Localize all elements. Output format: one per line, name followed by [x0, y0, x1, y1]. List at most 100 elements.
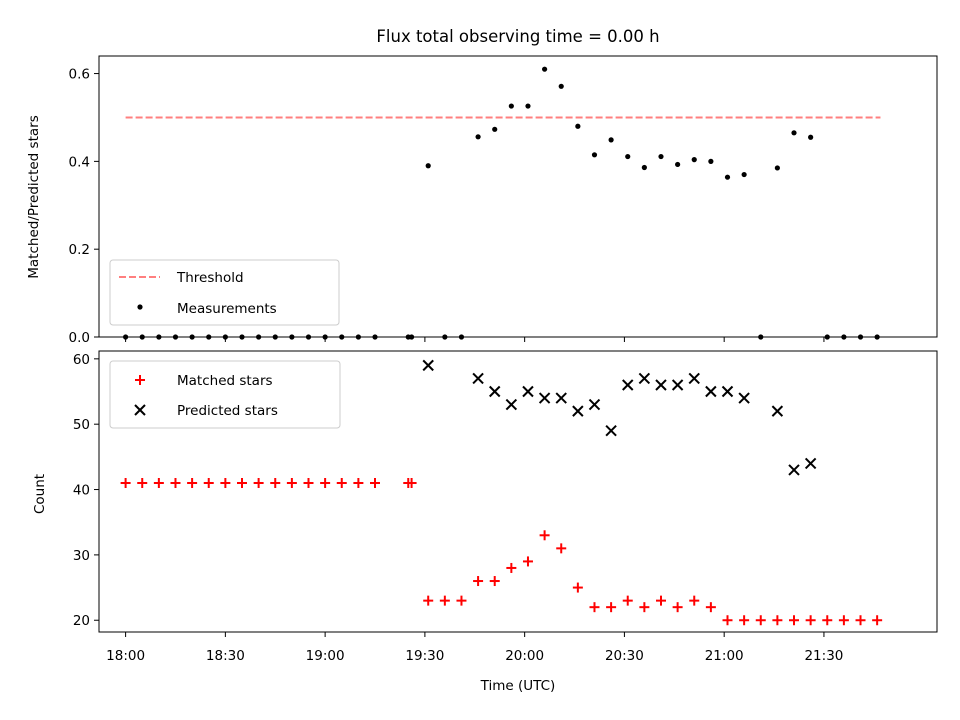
measurement-point	[189, 334, 195, 340]
predicted-star-point	[738, 392, 750, 404]
measurement-point	[542, 66, 548, 72]
measurements-points	[123, 66, 880, 340]
top-y-tick-label: 0.0	[69, 330, 90, 346]
measurement-point	[339, 334, 345, 340]
x-axis-label: Time (UTC)	[480, 678, 556, 694]
measurement-point	[222, 334, 228, 340]
predicted-star-point	[538, 392, 551, 404]
predicted-star-point	[622, 379, 634, 391]
bottom-y-ticks: 20 30 40 50 60	[73, 352, 99, 629]
bottom-y-axis-label: Count	[32, 474, 48, 514]
x-tick-label: 19:30	[405, 648, 444, 664]
x-tick-label: 19:00	[306, 648, 345, 664]
matched-star-point	[170, 478, 181, 489]
measurement-point	[658, 153, 664, 160]
matched-star-point	[153, 478, 164, 489]
predicted-star-point	[688, 372, 700, 385]
x-tick-label: 21:30	[804, 648, 843, 664]
predicted-star-point	[771, 405, 784, 417]
predicted-star-point	[788, 464, 800, 476]
bottom-legend-box	[109, 360, 341, 429]
x-tick-label: 18:00	[106, 648, 145, 664]
matched-star-point	[739, 615, 750, 626]
measurement-point	[824, 334, 830, 340]
predicted-star-point	[505, 398, 518, 411]
matched-star-point	[589, 602, 600, 613]
predicted-star-point	[572, 405, 584, 417]
top-y-tick-label: 0.2	[69, 242, 90, 258]
measurement-point	[558, 83, 564, 89]
matched-star-point	[120, 478, 131, 489]
matched-star-point	[137, 478, 148, 489]
measurement-point	[492, 126, 498, 132]
bottom-y-tick-label: 40	[73, 483, 90, 499]
bottom-plot-frame	[98, 350, 938, 633]
x-tick-label: 20:00	[505, 648, 544, 664]
measurement-point	[322, 334, 328, 340]
measurement-point	[641, 164, 647, 171]
predicted-star-point	[472, 372, 484, 385]
bottom-legend: Matched stars Predicted stars	[109, 360, 341, 429]
measurement-point	[256, 334, 262, 340]
predicted-star-point	[655, 379, 667, 391]
predicted-star-point	[588, 398, 601, 411]
matched-star-point	[236, 478, 247, 489]
top-y-axis-label: Matched/Predicted stars	[26, 115, 42, 278]
matched-star-point	[789, 615, 800, 626]
matched-star-point	[805, 615, 816, 626]
predicted-star-point	[605, 425, 617, 437]
top-legend-box	[109, 259, 340, 326]
legend-measurements-label: Measurements	[177, 301, 277, 317]
matched-star-point	[336, 478, 347, 489]
measurement-point	[857, 334, 864, 340]
legend-matched-label: Matched stars	[177, 373, 273, 389]
matched-star-point	[489, 576, 500, 587]
legend-x-marker	[134, 404, 146, 416]
matched-star-point	[522, 556, 533, 567]
measurement-point	[691, 157, 697, 163]
matched-star-point	[822, 615, 833, 626]
predicted-star-point	[705, 385, 717, 398]
measurement-point	[741, 171, 747, 178]
matched-star-point	[286, 478, 297, 489]
measurement-point	[206, 334, 212, 340]
matched-star-point	[320, 478, 331, 489]
top-panel: 0.0 0.2 0.4 0.6 Matched/Predicted stars Thr…	[26, 55, 938, 346]
matched-star-point	[722, 615, 733, 626]
chart-title: Flux total observing time = 0.00 h	[376, 27, 659, 46]
measurement-point	[425, 163, 431, 169]
matched-star-point	[639, 602, 650, 613]
measurement-point	[791, 130, 797, 136]
predicted-star-point	[422, 359, 434, 372]
measurement-point	[675, 161, 681, 168]
matched-star-point	[187, 478, 198, 489]
measurement-point	[289, 334, 295, 340]
measurement-point	[591, 152, 598, 158]
measurement-point	[708, 158, 714, 164]
bottom-x-ticks: 18:00 18:30 19:00 19:30 20:00 20:30 21:00 21:30	[106, 632, 843, 664]
measurement-point	[608, 137, 614, 143]
x-tick-label: 20:30	[605, 648, 644, 664]
matched-star-point	[253, 478, 264, 489]
legend-threshold-label: Threshold	[176, 270, 244, 286]
matched-star-point	[655, 595, 666, 606]
predicted-star-point	[638, 372, 651, 385]
legend-measurements-swatch	[137, 304, 143, 310]
measurement-point	[272, 334, 278, 340]
matched-star-point	[406, 478, 417, 489]
bottom-y-tick-label: 60	[73, 352, 90, 368]
matched-star-point	[556, 543, 567, 554]
top-y-tick-label: 0.4	[69, 154, 90, 170]
matched-star-point	[303, 478, 314, 489]
matched-star-point	[353, 478, 364, 489]
matched-star-point	[622, 595, 633, 606]
legend-matched-swatch	[135, 375, 145, 385]
legend-predicted-label: Predicted stars	[177, 403, 278, 419]
predicted-stars-points	[422, 359, 817, 476]
matched-star-point	[672, 602, 683, 613]
measurement-point	[874, 334, 880, 340]
measurement-point	[123, 334, 129, 340]
measurement-point	[758, 334, 764, 340]
measurement-point	[575, 123, 581, 129]
